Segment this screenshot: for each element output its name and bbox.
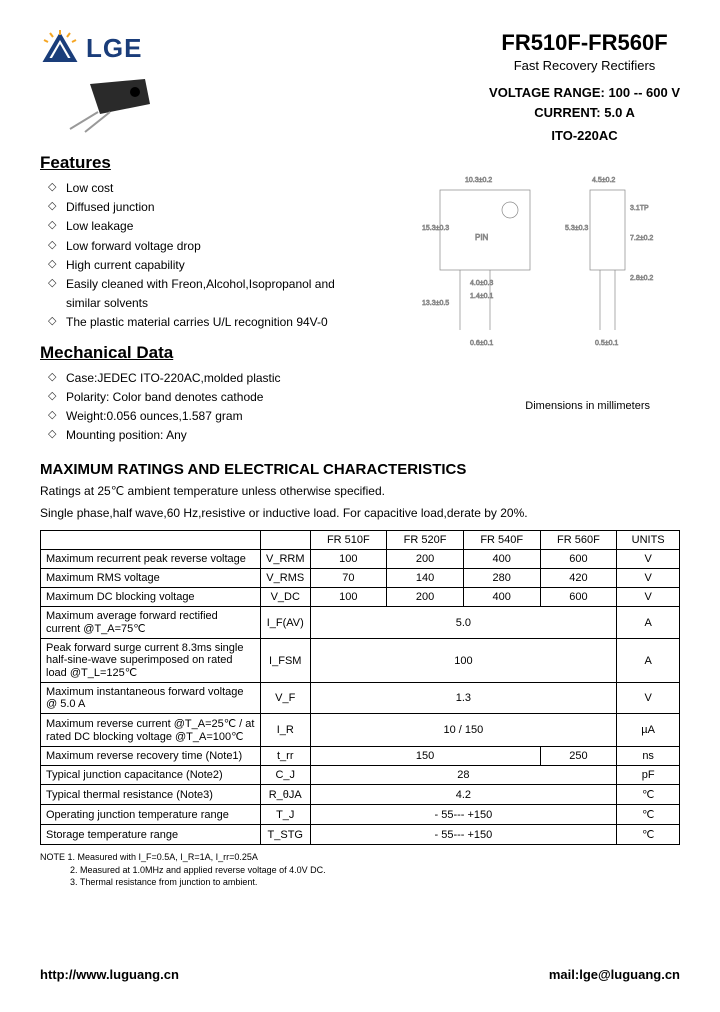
note-2: 2. Measured at 1.0MHz and applied revers… bbox=[40, 864, 680, 877]
footer-url: http://www.luguang.cn bbox=[40, 967, 179, 982]
feature-item: Low leakage bbox=[48, 217, 360, 236]
svg-text:7.2±0.2: 7.2±0.2 bbox=[630, 235, 653, 242]
ratings-heading: MAXIMUM RATINGS AND ELECTRICAL CHARACTER… bbox=[40, 461, 680, 478]
ratings-note1: Ratings at 25℃ ambient temperature unles… bbox=[40, 482, 680, 500]
svg-text:3.1TP: 3.1TP bbox=[630, 205, 649, 212]
logo: LGE bbox=[40, 30, 160, 66]
svg-text:PIN: PIN bbox=[475, 233, 489, 242]
feature-item: The plastic material carries U/L recogni… bbox=[48, 313, 360, 332]
left-header: LGE bbox=[40, 30, 160, 134]
feature-item: Low forward voltage drop bbox=[48, 237, 360, 256]
mechanical-heading: Mechanical Data bbox=[40, 343, 360, 363]
mechanical-list: Case:JEDEC ITO-220AC,molded plasticPolar… bbox=[40, 369, 360, 446]
mechanical-item: Mounting position: Any bbox=[48, 426, 360, 445]
footer-mail: mail:lge@luguang.cn bbox=[549, 967, 680, 982]
svg-text:15.3±0.3: 15.3±0.3 bbox=[422, 225, 449, 232]
package-type: ITO-220AC bbox=[489, 128, 680, 143]
svg-text:0.6±0.1: 0.6±0.1 bbox=[470, 340, 493, 347]
svg-text:4.0±0.3: 4.0±0.3 bbox=[470, 280, 493, 287]
svg-text:5.3±0.3: 5.3±0.3 bbox=[565, 225, 588, 232]
dimension-diagram: PIN 10.3±0.2 15.3±0.3 13.3±0.5 4.0±0.3 1… bbox=[420, 170, 680, 390]
feature-item: Easily cleaned with Freon,Alcohol,Isopro… bbox=[48, 275, 360, 313]
subtitle: Fast Recovery Rectifiers bbox=[489, 58, 680, 73]
features-heading: Features bbox=[40, 153, 360, 173]
note-3: 3. Thermal resistance from junction to a… bbox=[40, 876, 680, 889]
ratings-note2: Single phase,half wave,60 Hz,resistive o… bbox=[40, 504, 680, 522]
logo-text: LGE bbox=[86, 33, 142, 64]
dimension-caption: Dimensions in millimeters bbox=[525, 400, 650, 412]
feature-item: Diffused junction bbox=[48, 198, 360, 217]
mechanical-item: Weight:0.056 ounces,1.587 gram bbox=[48, 407, 360, 426]
specs: VOLTAGE RANGE: 100 -- 600 V CURRENT: 5.0… bbox=[489, 83, 680, 122]
component-image bbox=[50, 74, 160, 134]
svg-text:4.5±0.2: 4.5±0.2 bbox=[592, 177, 615, 184]
header-row: LGE FR510F-FR560F Fast Recovery Rectifie… bbox=[40, 30, 680, 143]
part-number: FR510F-FR560F bbox=[489, 30, 680, 56]
table-notes: NOTE 1. Measured with I_F=0.5A, I_R=1A, … bbox=[40, 851, 680, 889]
footer: http://www.luguang.cn mail:lge@luguang.c… bbox=[40, 967, 680, 982]
note-1: NOTE 1. Measured with I_F=0.5A, I_R=1A, … bbox=[40, 851, 680, 864]
mechanical-item: Polarity: Color band denotes cathode bbox=[48, 388, 360, 407]
title-block: FR510F-FR560F Fast Recovery Rectifiers V… bbox=[489, 30, 680, 143]
current-spec: CURRENT: 5.0 A bbox=[489, 103, 680, 123]
feature-item: Low cost bbox=[48, 179, 360, 198]
svg-text:1.4±0.1: 1.4±0.1 bbox=[470, 293, 493, 300]
mechanical-item: Case:JEDEC ITO-220AC,molded plastic bbox=[48, 369, 360, 388]
svg-text:10.3±0.2: 10.3±0.2 bbox=[465, 177, 492, 184]
svg-text:0.5±0.1: 0.5±0.1 bbox=[595, 340, 618, 347]
feature-item: High current capability bbox=[48, 256, 360, 275]
left-column: Features Low costDiffused junctionLow le… bbox=[40, 153, 360, 445]
voltage-range: VOLTAGE RANGE: 100 -- 600 V bbox=[489, 83, 680, 103]
ratings-table: FR 510FFR 520FFR 540FFR 560FUNITSMaximum… bbox=[40, 530, 680, 845]
logo-icon bbox=[40, 30, 80, 66]
svg-text:13.3±0.5: 13.3±0.5 bbox=[422, 300, 449, 307]
svg-text:2.8±0.2: 2.8±0.2 bbox=[630, 275, 653, 282]
features-list: Low costDiffused junctionLow leakageLow … bbox=[40, 179, 360, 333]
